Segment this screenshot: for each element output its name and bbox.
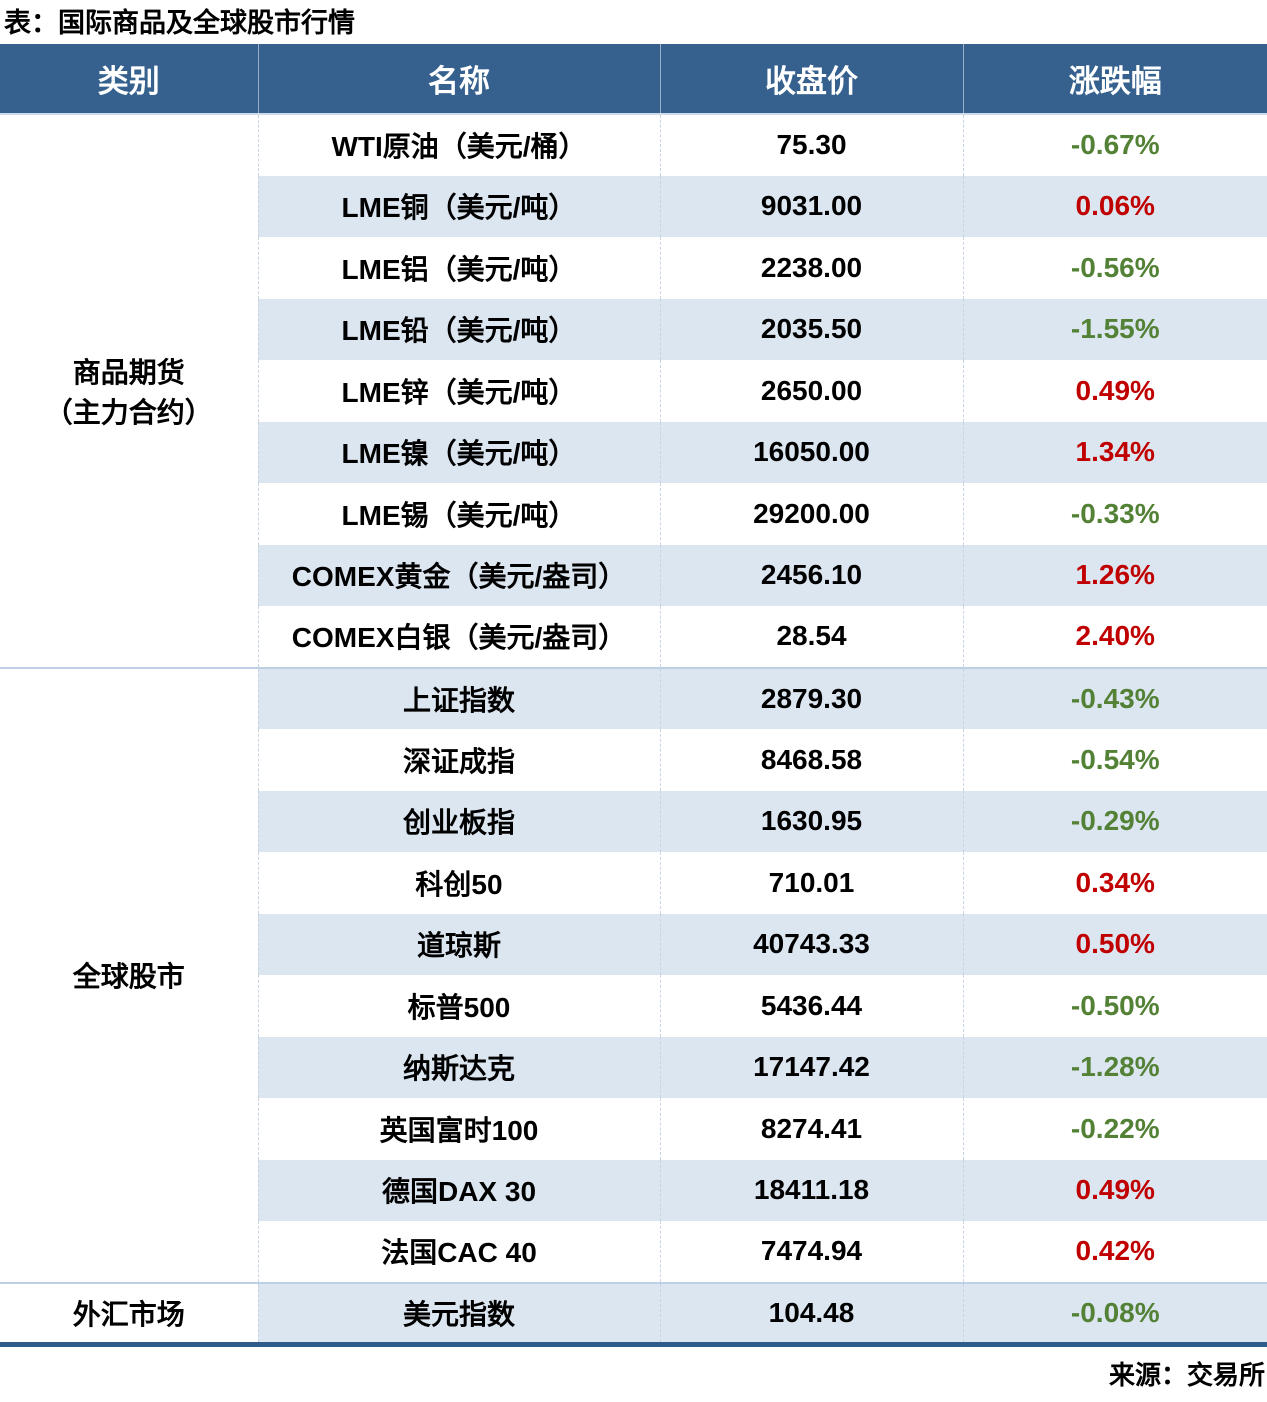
category-label-line: 全球股市 — [72, 961, 185, 992]
change-percent-cell: 0.49% — [962, 360, 1267, 422]
instrument-name-cell: LME镍（美元/吨） — [257, 421, 660, 483]
close-price-cell: 710.01 — [659, 852, 963, 914]
close-price-cell: 17147.42 — [659, 1036, 963, 1098]
table-row: 创业板指 1630.95 -0.29% — [0, 790, 1267, 852]
change-percent-cell: -0.22% — [962, 1098, 1267, 1160]
close-price-cell: 75.30 — [659, 114, 963, 176]
category-cell: 全球股市 — [0, 666, 258, 1283]
close-price-cell: 8274.41 — [659, 1098, 963, 1160]
close-price-cell: 2650.00 — [659, 360, 963, 422]
table-row: COMEX黄金（美元/盎司） 2456.10 1.26% — [0, 544, 1267, 606]
close-price-cell: 9031.00 — [659, 175, 963, 237]
close-price-cell: 28.54 — [659, 606, 963, 668]
page-title: 表：国际商品及全球股市行情 — [4, 8, 355, 38]
instrument-name-cell: 英国富时100 — [257, 1098, 660, 1160]
close-price-cell: 104.48 — [659, 1281, 963, 1344]
instrument-name-cell: LME铅（美元/吨） — [257, 298, 660, 360]
table-row: 道琼斯 40743.33 0.50% — [0, 913, 1267, 975]
close-price-cell: 8468.58 — [659, 729, 963, 791]
instrument-name-cell: 标普500 — [257, 975, 660, 1037]
table-row: 法国CAC 40 7474.94 0.42% — [0, 1221, 1267, 1283]
instrument-name-cell: WTI原油（美元/桶） — [257, 114, 660, 176]
instrument-name-cell: 美元指数 — [257, 1281, 660, 1344]
instrument-name-cell: 法国CAC 40 — [257, 1221, 660, 1283]
header-cell-change: 涨跌幅 — [962, 44, 1267, 115]
header-cell-category: 类别 — [0, 44, 258, 115]
table-row: LME铅（美元/吨） 2035.50 -1.55% — [0, 298, 1267, 360]
table-row: 外汇市场 美元指数 104.48 -0.08% — [0, 1281, 1267, 1344]
table-row: 深证成指 8468.58 -0.54% — [0, 729, 1267, 791]
instrument-name-cell: LME锌（美元/吨） — [257, 360, 660, 422]
category-label-line: 商品期货 — [72, 356, 185, 388]
close-price-cell: 5436.44 — [659, 975, 963, 1037]
instrument-name-cell: 德国DAX 30 — [257, 1159, 660, 1221]
close-price-cell: 29200.00 — [659, 483, 963, 545]
table-row: 德国DAX 30 18411.18 0.49% — [0, 1159, 1267, 1221]
instrument-name-cell: 道琼斯 — [257, 913, 660, 975]
market-table: 类别 名称 收盘价 涨跌幅 商品期货 （主力合约） WTI原油（美元/桶） 75.30… — [0, 44, 1267, 1347]
close-price-cell: 2879.30 — [659, 666, 963, 729]
change-percent-cell: -1.28% — [962, 1036, 1267, 1098]
change-percent-cell: -0.50% — [962, 975, 1267, 1037]
category-label-line: （主力合约） — [44, 396, 213, 428]
change-percent-cell: 2.40% — [962, 606, 1267, 668]
table-row: LME铜（美元/吨） 9031.00 0.06% — [0, 175, 1267, 237]
category-label-line: 外汇市场 — [72, 1298, 185, 1330]
change-percent-cell: -0.43% — [962, 666, 1267, 729]
instrument-name-cell: COMEX白银（美元/盎司） — [257, 606, 660, 668]
change-percent-cell: 1.34% — [962, 421, 1267, 483]
table-row: 全球股市 上证指数 2879.30 -0.43% — [0, 666, 1267, 1283]
instrument-name-cell: COMEX黄金（美元/盎司） — [257, 544, 660, 606]
header-cell-name: 名称 — [257, 44, 660, 115]
category-cell: 外汇市场 — [0, 1281, 258, 1344]
change-percent-cell: 0.49% — [962, 1159, 1267, 1221]
close-price-cell: 1630.95 — [659, 790, 963, 852]
close-price-cell: 2238.00 — [659, 237, 963, 299]
change-percent-cell: 0.42% — [962, 1221, 1267, 1283]
change-percent-cell: -0.33% — [962, 483, 1267, 545]
close-price-cell: 2456.10 — [659, 544, 963, 606]
instrument-name-cell: LME铜（美元/吨） — [257, 175, 660, 237]
instrument-name-cell: 创业板指 — [257, 790, 660, 852]
table-row: 英国富时100 8274.41 -0.22% — [0, 1098, 1267, 1160]
table-row: 商品期货 （主力合约） WTI原油（美元/桶） 75.30 -0.67% — [0, 114, 1267, 668]
close-price-cell: 40743.33 — [659, 913, 963, 975]
table-row: 纳斯达克 17147.42 -1.28% — [0, 1036, 1267, 1098]
instrument-name-cell: 深证成指 — [257, 729, 660, 791]
header-cell-close: 收盘价 — [659, 44, 963, 115]
source-note: 来源：交易所 — [1108, 1359, 1265, 1390]
table-row: 标普500 5436.44 -0.50% — [0, 975, 1267, 1037]
table-row: LME锌（美元/吨） 2650.00 0.49% — [0, 360, 1267, 422]
table-row: LME镍（美元/吨） 16050.00 1.34% — [0, 421, 1267, 483]
change-percent-cell: -0.56% — [962, 237, 1267, 299]
table-header-row: 类别 名称 收盘价 涨跌幅 — [0, 44, 1267, 115]
change-percent-cell: 1.26% — [962, 544, 1267, 606]
change-percent-cell: -0.54% — [962, 729, 1267, 791]
instrument-name-cell: LME锡（美元/吨） — [257, 483, 660, 545]
table-row: COMEX白银（美元/盎司） 28.54 2.40% — [0, 606, 1267, 668]
change-percent-cell: -0.08% — [962, 1281, 1267, 1344]
close-price-cell: 16050.00 — [659, 421, 963, 483]
close-price-cell: 2035.50 — [659, 298, 963, 360]
close-price-cell: 18411.18 — [659, 1159, 963, 1221]
change-percent-cell: 0.50% — [962, 913, 1267, 975]
table-body: 商品期货 （主力合约） WTI原油（美元/桶） 75.30 -0.67% LME铜（美元/… — [0, 114, 1267, 1344]
change-percent-cell: 0.34% — [962, 852, 1267, 914]
instrument-name-cell: 上证指数 — [257, 666, 660, 729]
change-percent-cell: 0.06% — [962, 175, 1267, 237]
table-row: 科创50 710.01 0.34% — [0, 852, 1267, 914]
change-percent-cell: -0.67% — [962, 114, 1267, 176]
instrument-name-cell: 纳斯达克 — [257, 1036, 660, 1098]
category-cell: 商品期货 （主力合约） — [0, 114, 258, 668]
instrument-name-cell: LME铝（美元/吨） — [257, 237, 660, 299]
close-price-cell: 7474.94 — [659, 1221, 963, 1283]
change-percent-cell: -1.55% — [962, 298, 1267, 360]
table-row: LME铝（美元/吨） 2238.00 -0.56% — [0, 237, 1267, 299]
change-percent-cell: -0.29% — [962, 790, 1267, 852]
table-row: LME锡（美元/吨） 29200.00 -0.33% — [0, 483, 1267, 545]
instrument-name-cell: 科创50 — [257, 852, 660, 914]
